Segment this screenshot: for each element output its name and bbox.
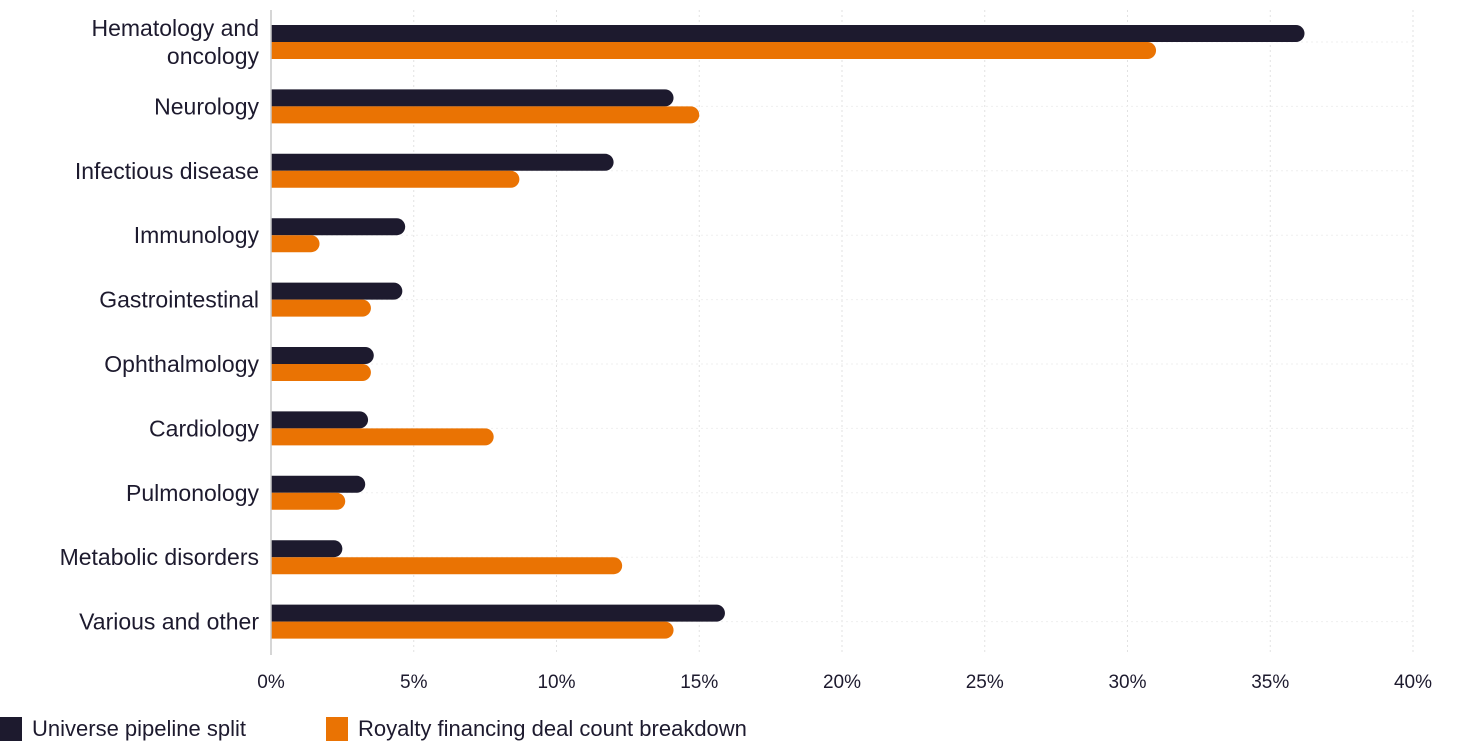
bar-universe <box>271 89 674 107</box>
bar-royalty <box>271 170 520 188</box>
bar-royalty <box>271 106 700 124</box>
bar-universe <box>271 153 614 171</box>
bar-royalty <box>271 299 371 317</box>
category-label: Ophthalmology <box>104 351 259 377</box>
bar-royalty <box>271 428 494 446</box>
category-label: Metabolic disorders <box>60 544 259 570</box>
x-tick-label: 25% <box>966 672 1004 693</box>
bar-royalty <box>271 364 371 381</box>
x-tick-label: 0% <box>257 672 285 693</box>
legend: Universe pipeline split Royalty financin… <box>0 716 827 742</box>
legend-swatch-universe <box>0 717 22 741</box>
category-label: Immunology <box>134 222 260 248</box>
legend-item-universe: Universe pipeline split <box>0 716 246 742</box>
bar-universe <box>271 218 406 236</box>
category-label: Cardiology <box>149 415 259 441</box>
x-tick-label: 5% <box>400 672 428 693</box>
category-label: Neurology <box>154 93 259 119</box>
x-tick-label: 20% <box>823 672 861 693</box>
x-tick-label: 40% <box>1394 672 1432 693</box>
category-label: Infectious disease <box>75 158 259 184</box>
legend-label-universe: Universe pipeline split <box>32 716 246 741</box>
category-label: Hematology and oncology <box>92 15 260 69</box>
bar-universe <box>271 475 366 493</box>
bar-royalty <box>271 235 320 253</box>
bar-universe <box>271 25 1305 42</box>
bar-universe <box>271 282 403 300</box>
bar-royalty <box>271 492 346 510</box>
bar-universe <box>271 604 725 622</box>
category-label: Gastrointestinal <box>99 287 259 313</box>
bars <box>271 25 1305 639</box>
legend-item-royalty: Royalty financing deal count breakdown <box>326 716 747 742</box>
bar-royalty <box>271 42 1157 59</box>
category-label: Various and other <box>79 609 259 635</box>
x-tick-label: 35% <box>1251 672 1289 693</box>
legend-label-royalty: Royalty financing deal count breakdown <box>358 716 747 741</box>
x-tick-label: 30% <box>1108 672 1146 693</box>
x-axis-ticks: 0% 5% 10% 15% 20% 25% 30% 35% 40% <box>257 672 1432 693</box>
legend-swatch-royalty <box>326 717 348 741</box>
x-tick-label: 15% <box>680 672 718 693</box>
category-labels: Hematology and oncology Neurology Infectiou… <box>60 15 260 635</box>
bar-royalty <box>271 621 674 639</box>
bar-universe <box>271 540 343 558</box>
category-label: Pulmonology <box>126 480 259 506</box>
x-tick-label: 10% <box>537 672 575 693</box>
bar-universe <box>271 347 374 364</box>
bar-royalty <box>271 557 623 575</box>
bar-universe <box>271 411 369 429</box>
